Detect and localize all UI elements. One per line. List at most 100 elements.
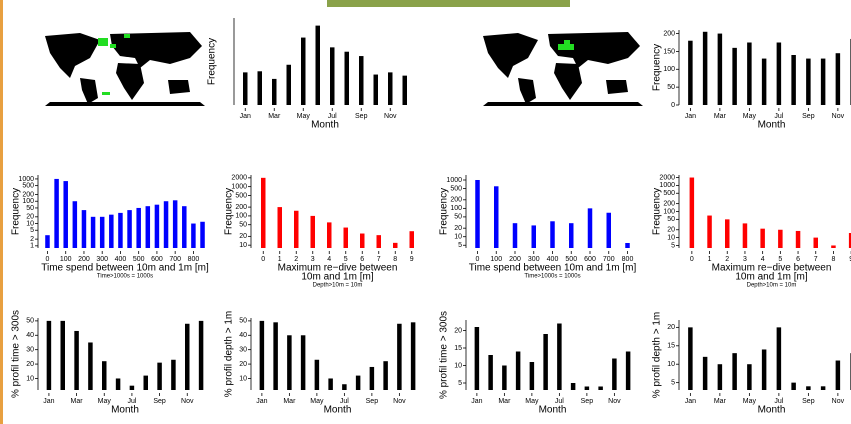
bar [598,386,603,390]
bar [154,204,160,248]
y-tick-label: 100 [663,208,675,215]
x-tick-label: 3 [743,256,747,263]
x-tick-label: Nov [832,113,845,120]
bar [515,351,521,390]
y-tick-label: 100 [450,205,462,212]
bar [259,320,265,390]
y-tick-label: 100 [235,213,247,220]
y-tick-label: 15 [454,345,462,352]
x-tick-label: 3 [311,256,315,263]
y-tick-label: 20 [239,233,247,240]
x-tick-label: Mar [714,113,727,120]
bar [257,71,262,105]
bar [343,227,348,248]
y-tick-label: 200 [663,30,675,37]
bar [359,56,364,105]
x-tick-label: Nov [608,398,621,405]
y-tick-label: 2000 [231,175,247,182]
x-tick-label: Mar [498,398,511,405]
x-tick-label: 4 [761,256,765,263]
bar [109,214,114,248]
y-tick-label: 5 [671,379,675,386]
bar [300,335,306,390]
y-tick-label: 150 [663,48,675,55]
bar [328,378,333,390]
bar [373,74,378,105]
x-tick-label: 5 [778,256,782,263]
y-tick-label: 40 [26,332,34,339]
x-tick-label: 300 [528,256,540,263]
bar [474,327,480,390]
bar [344,51,349,105]
x-tick-label: Nov [832,398,845,405]
y-tick-label: 200 [235,204,247,211]
y-tick-label: 10 [26,220,34,227]
x-axis-label: Month [539,405,567,416]
y-tick-label: 20 [239,361,247,368]
top-bar [327,0,570,7]
y-tick-label: 500 [22,182,34,189]
bar [761,349,767,390]
bar [550,221,555,248]
x-tick-label: Jul [328,113,337,120]
x-tick-label: Jul [555,398,564,405]
y-tick-label: 50 [667,216,675,223]
bar [543,334,548,390]
x-tick-label: 0 [690,256,694,263]
x-tick-label: Jan [685,398,696,405]
y-tick-label: 20 [667,227,675,234]
bar [612,358,617,390]
y-tick-label: 1000 [659,182,675,189]
x-tick-label: 2 [294,256,298,263]
bar [688,40,693,105]
x-tick-label: 500 [565,256,577,263]
bar [512,223,518,248]
y-tick-label: 30 [239,347,247,354]
x-tick-label: 800 [622,256,634,263]
bar [163,201,169,248]
y-tick-label: 100 [663,66,675,73]
y-axis-label: Frequency [224,188,235,235]
x-axis-label: Maximum re−dive between [712,263,832,274]
bar [531,225,536,248]
x-tick-label: 7 [814,256,818,263]
x-tick-label: Jul [340,398,349,405]
bar [369,366,375,390]
bar [625,243,630,248]
bar [702,356,708,390]
bar [286,64,291,105]
y-tick-label: 5 [458,380,462,387]
bar [747,364,752,390]
x-tick-label: 6 [360,256,364,263]
bar [172,200,178,248]
x-tick-label: Sep [802,113,815,120]
x-tick-label: Mar [71,398,84,405]
y-tick-label: 50 [26,318,34,325]
y-tick-label: 200 [663,200,675,207]
bar [355,375,361,390]
bar [569,223,574,248]
y-tick-label: 500 [450,185,462,192]
x-axis-label: Month [111,405,139,416]
bar [717,364,723,390]
bar [294,210,299,248]
x-tick-label: Jan [240,113,251,120]
x-tick-label: Sep [153,398,166,405]
x-tick-label: 800 [188,256,200,263]
x-tick-label: 500 [133,256,145,263]
x-tick-label: 300 [96,256,108,263]
bar [310,215,315,248]
bar [820,58,826,105]
bar [502,365,507,390]
bar [185,323,190,390]
x-tick-label: Nov [181,398,194,405]
bar [409,231,414,248]
y-tick-label: 100 [22,198,34,205]
bar [388,72,393,105]
y-axis-label: Frequency [652,44,663,91]
y-tick-label: 200 [22,191,34,198]
x-tick-label: 1 [278,256,282,263]
x-tick-label: May [297,113,311,120]
x-axis-label: Time spend between 10m and 1m [m] [41,263,209,274]
